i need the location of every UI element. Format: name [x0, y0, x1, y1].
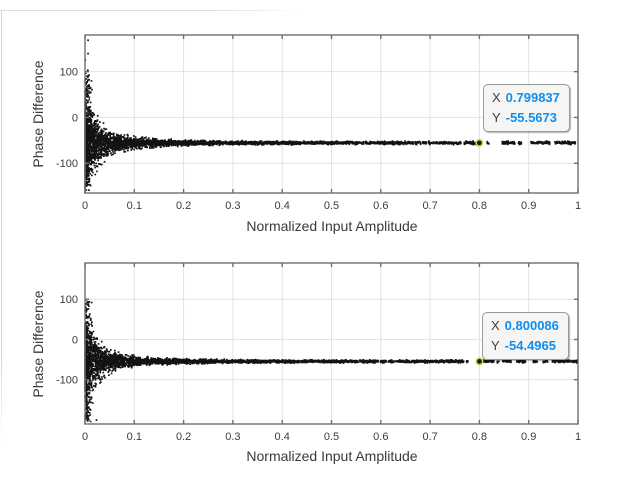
datatip-x-value: 0.800086 — [504, 318, 559, 333]
x-tick-label: 1 — [575, 200, 581, 212]
x-tick-label: 0 — [82, 200, 88, 212]
x-tick-label: 0.4 — [275, 431, 290, 443]
scatter-series-bottom — [84, 298, 579, 423]
datatip-row-y: Y -54.4965 — [491, 336, 559, 356]
x-tick-label: 0.7 — [422, 431, 437, 443]
x-tick-label: 0.3 — [225, 431, 240, 443]
axes-box-bottom — [84, 262, 579, 425]
x-tick-label: 0.9 — [521, 200, 536, 212]
x-tick-label: 0.1 — [127, 200, 142, 212]
y-axis-label-bottom: Phase Difference — [30, 290, 46, 398]
x-tick-label: 0.5 — [324, 431, 339, 443]
x-tick-label: 0.6 — [373, 431, 388, 443]
datatip-bottom[interactable]: X 0.800086 Y -54.4965 — [482, 312, 569, 360]
gridlines-top — [85, 35, 578, 193]
axes-box-top — [84, 34, 579, 194]
datatip-marker-bottom[interactable] — [475, 357, 484, 366]
x-tick-label: 0.5 — [324, 200, 339, 212]
datatip-y-value: -54.4965 — [504, 338, 556, 353]
x-tick-label: 0.4 — [275, 200, 290, 212]
y-tick-label: 100 — [60, 67, 78, 79]
datatip-x-label: X — [492, 90, 501, 105]
datatip-row-x: X 0.799837 — [492, 88, 560, 108]
datatip-marker-top[interactable] — [475, 138, 484, 147]
datatip-y-value: -55.5673 — [505, 110, 557, 125]
x-tick-label: 0.9 — [521, 431, 536, 443]
x-tick-label: 0.2 — [176, 200, 191, 212]
datatip-x-label: X — [491, 318, 500, 333]
x-tick-label: 0.2 — [176, 431, 191, 443]
datatip-row-y: Y -55.5673 — [492, 108, 560, 128]
datatip-y-label: Y — [491, 338, 500, 353]
x-axis-label-top: Normalized Input Amplitude — [246, 218, 418, 234]
y-axis-label-top: Phase Difference — [30, 60, 46, 168]
x-tick-label: 0.6 — [373, 200, 388, 212]
y-tick-label: 100 — [60, 294, 78, 306]
tick-labels-bottom: 0 0.1 0.2 0.3 0.4 0.5 0.6 0.7 0.8 0.9 1 -100 0 100 — [56, 294, 581, 443]
x-tick-label: 0.7 — [422, 200, 437, 212]
x-tick-label: 1 — [575, 431, 581, 443]
y-tick-label: -100 — [56, 375, 78, 387]
tick-labels-top: 0 0.1 0.2 0.3 0.4 0.5 0.6 0.7 0.8 0.9 1 -100 0 100 — [56, 67, 581, 212]
window-edge-left — [1, 10, 2, 442]
x-tick-label: 0.8 — [472, 200, 487, 212]
x-tick-label: 0 — [82, 431, 88, 443]
x-tick-label: 0.3 — [225, 200, 240, 212]
y-tick-label: 0 — [72, 112, 78, 124]
datatip-x-value: 0.799837 — [505, 90, 560, 105]
x-axis-label-bottom: Normalized Input Amplitude — [246, 448, 418, 464]
datatip-y-label: Y — [492, 110, 501, 125]
window-edge-top — [0, 10, 305, 11]
datatip-top[interactable]: X 0.799837 Y -55.5673 — [483, 84, 570, 132]
y-tick-label: -100 — [56, 158, 78, 170]
y-tick-label: 0 — [72, 334, 78, 346]
datatip-row-x: X 0.800086 — [491, 316, 559, 336]
x-tick-label: 0.8 — [472, 431, 487, 443]
x-tick-label: 0.1 — [127, 431, 142, 443]
